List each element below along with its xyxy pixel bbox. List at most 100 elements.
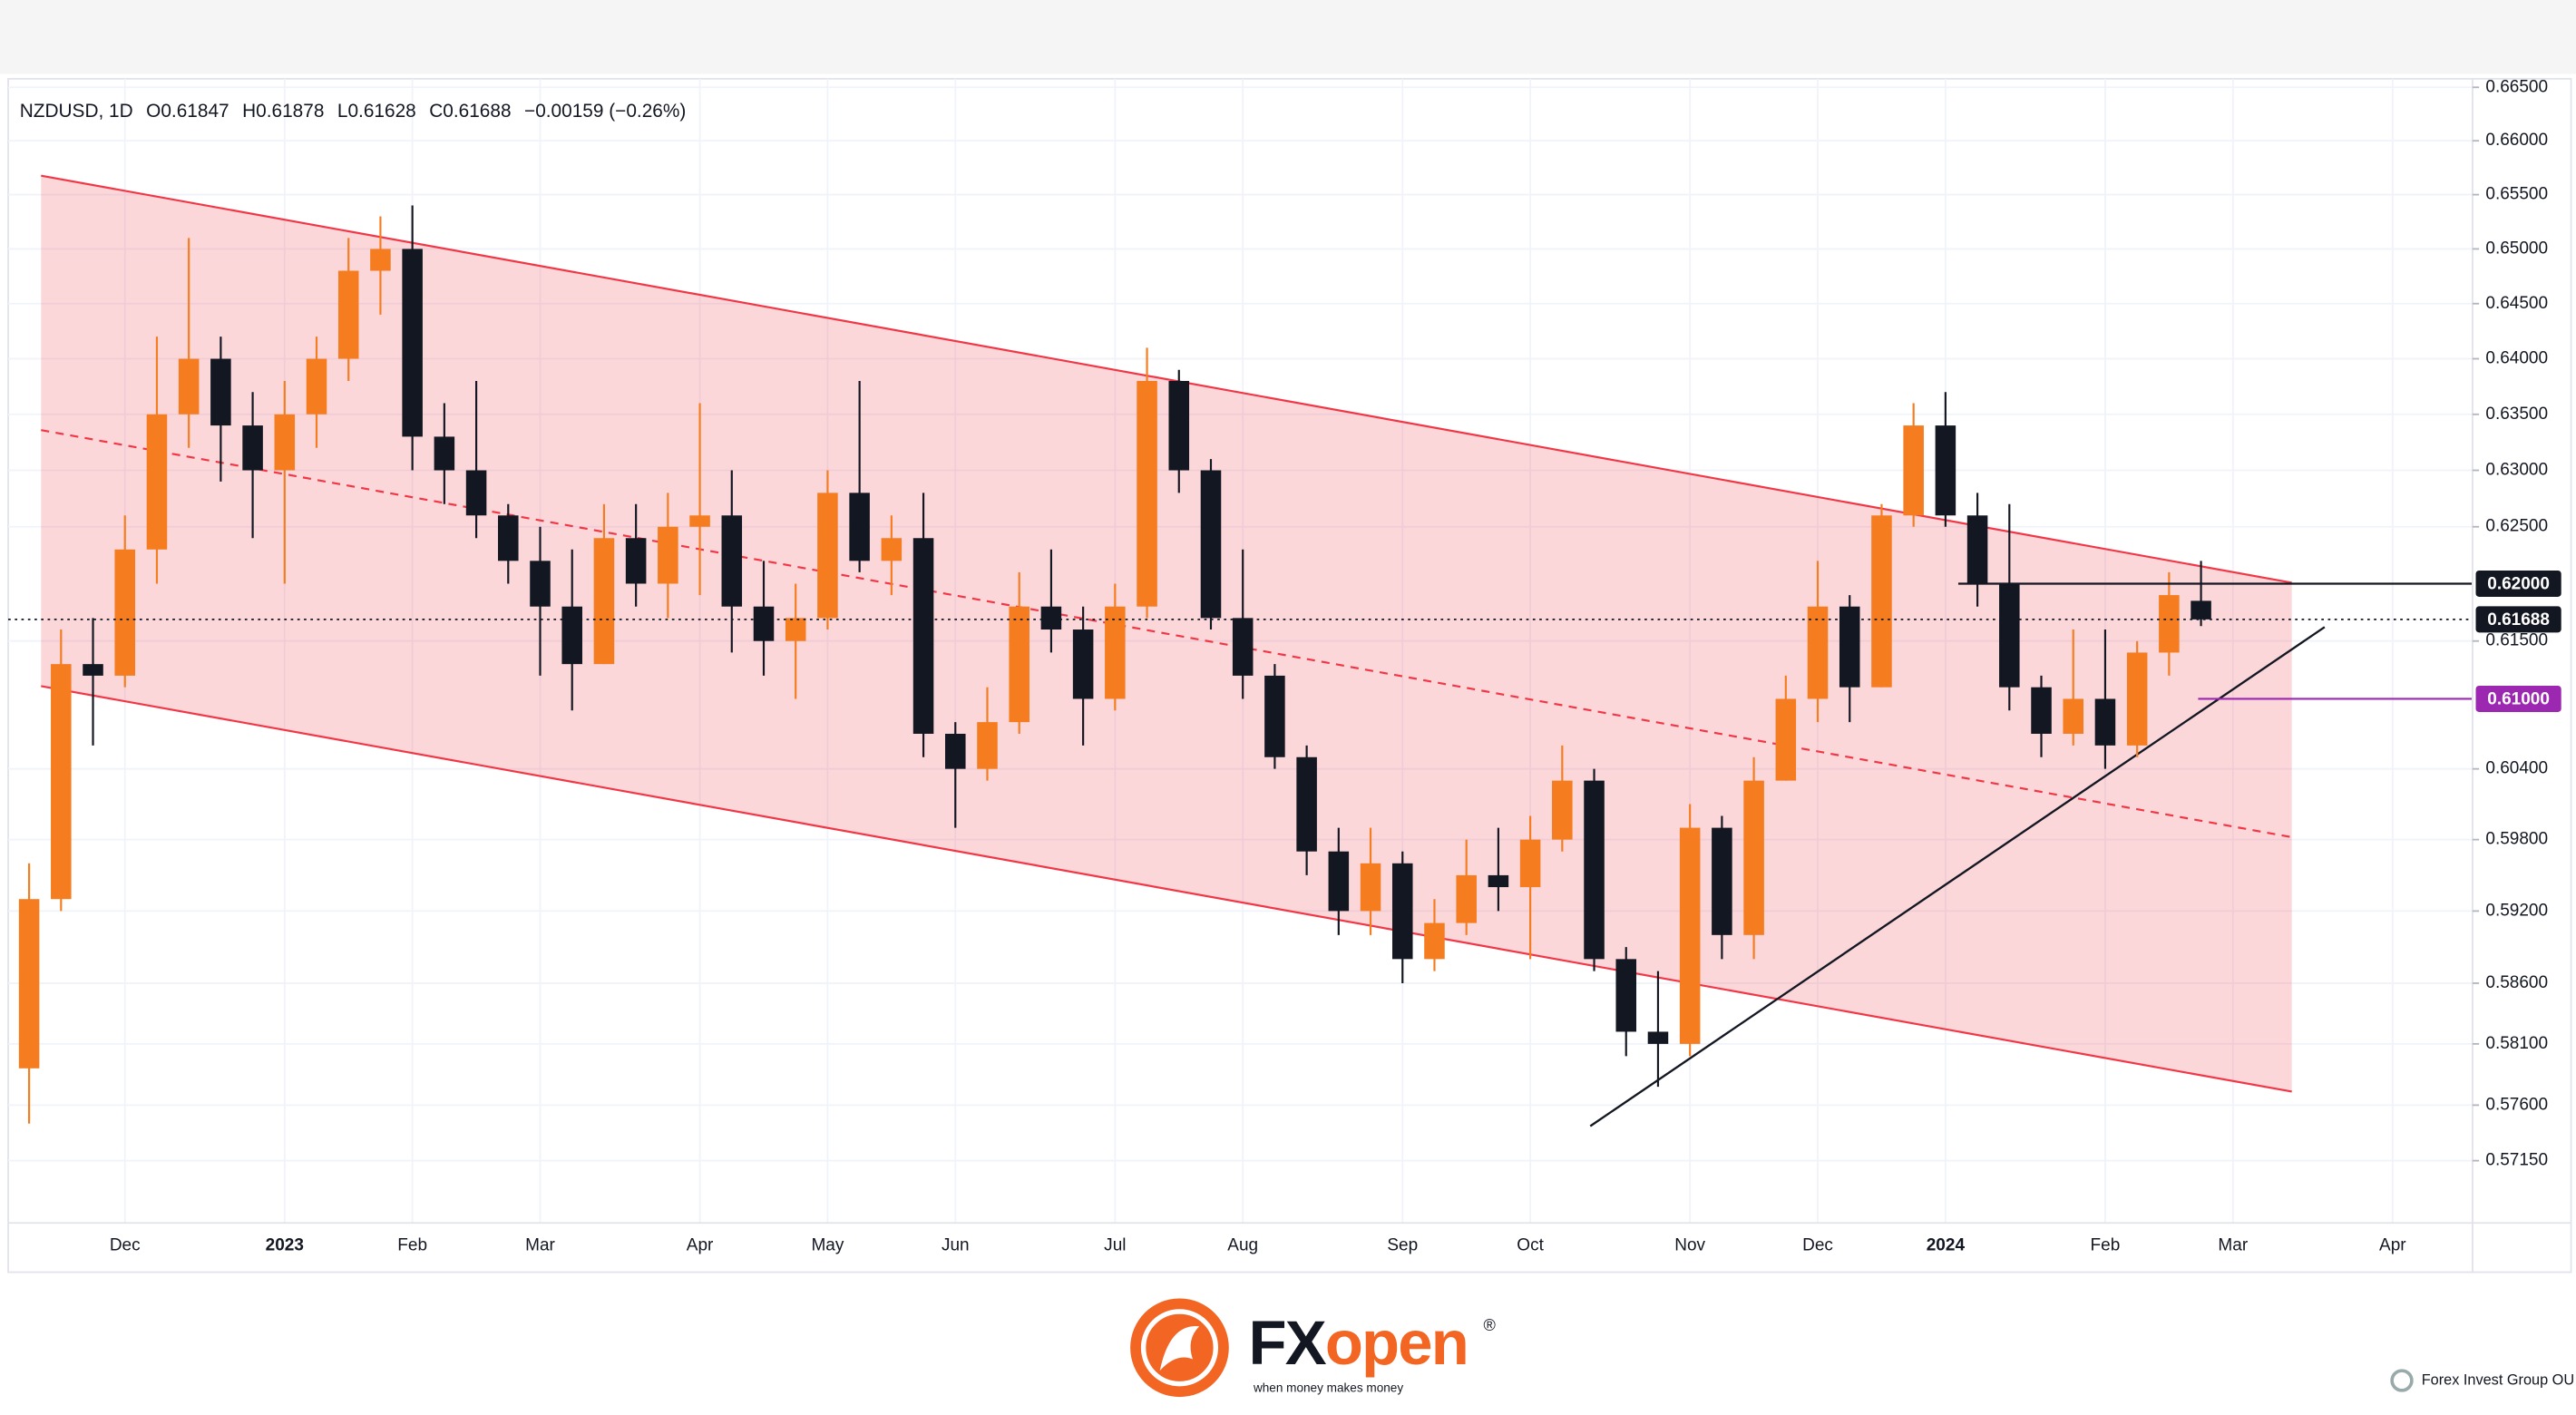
candle-body <box>51 664 72 900</box>
level-label: 0.61688 <box>2487 610 2550 629</box>
x-tick-label: 2024 <box>1927 1236 1966 1255</box>
candle-body <box>689 515 710 527</box>
candle-body <box>2031 687 2052 734</box>
candle-body <box>658 526 678 584</box>
candle-body <box>1935 425 1956 516</box>
y-tick-label: 0.63000 <box>2485 461 2548 480</box>
candle-body <box>1264 675 1285 757</box>
tagline: when money makes money <box>1253 1381 1403 1395</box>
candle-body <box>849 493 870 561</box>
trend-line <box>1589 626 2326 1127</box>
candle-body <box>1871 515 1892 688</box>
candle-body <box>370 249 391 271</box>
y-tick-label: 0.59200 <box>2485 901 2548 920</box>
candle-body <box>593 538 615 665</box>
candle-body <box>561 606 582 665</box>
candle-body <box>1903 425 1924 516</box>
candle-body <box>465 470 487 516</box>
candle-body <box>977 722 998 769</box>
y-tick-label: 0.61500 <box>2485 631 2548 650</box>
level-label: 0.62000 <box>2487 574 2550 593</box>
x-tick-label: Feb <box>2091 1236 2121 1255</box>
candle-body <box>337 270 359 359</box>
candle-body <box>1966 515 1988 584</box>
candle-body <box>881 538 903 561</box>
candle-body <box>1105 606 1126 699</box>
candle-body <box>1328 851 1350 912</box>
candle-body <box>753 606 775 641</box>
candle-body <box>306 358 327 415</box>
axes: 0.66500 0.66000 0.65500 0.65000 0.64500 0.640… <box>110 77 2548 1254</box>
x-tick-label: Nov <box>1674 1236 1705 1255</box>
x-tick-label: Mar <box>2218 1236 2248 1255</box>
candle-body <box>18 899 40 1069</box>
candle-body <box>1072 629 1094 699</box>
candle-body <box>1615 959 1637 1032</box>
levels: 0.62000 0.61688 0.61000 <box>8 570 2561 712</box>
channel-lower <box>41 685 2292 1093</box>
candle-body <box>1040 606 1062 630</box>
candle-body <box>625 538 647 584</box>
candle-body <box>945 733 966 769</box>
candle-body <box>1424 922 1445 960</box>
ohlc-low: L0.61628 <box>337 101 416 122</box>
candle-body <box>210 358 231 426</box>
top-bar <box>0 0 2576 74</box>
registered-mark: ® <box>1484 1316 1497 1334</box>
y-tick-label: 0.62500 <box>2485 517 2548 536</box>
candle-body <box>274 414 296 471</box>
candle-body <box>242 425 263 471</box>
candle-body <box>1743 780 1764 935</box>
candle-body <box>1296 756 1317 852</box>
company: Forex Invest Group OU <box>2422 1371 2574 1388</box>
x-tick-label: Sep <box>1387 1236 1418 1255</box>
y-tick-label: 0.58600 <box>2485 973 2548 992</box>
candle-body <box>1009 606 1029 723</box>
candle-body <box>434 436 455 471</box>
candle-body <box>1807 606 1829 699</box>
level-tag <box>2475 570 2561 597</box>
logo-ring <box>1140 1309 1219 1387</box>
brand-open: open <box>1325 1308 1468 1378</box>
footer <box>0 1276 2576 1415</box>
ohlc-open: O0.61847 <box>146 101 229 122</box>
candle-body <box>1488 874 1509 888</box>
candle-body <box>530 561 551 607</box>
x-tick-label: Dec <box>1802 1236 1833 1255</box>
header: NZDUSD, 1D O0.61847 H0.61878 L0.61628 C0.616… <box>20 101 687 122</box>
candle-body <box>1999 583 2020 688</box>
x-tick-label: Jul <box>1104 1236 1126 1255</box>
candle-body <box>1200 470 1222 619</box>
y-tick-label: 0.66500 <box>2485 77 2548 96</box>
candle-body <box>114 549 136 676</box>
logo-dragon <box>1159 1326 1200 1371</box>
y-tick-label: 0.57150 <box>2485 1151 2548 1170</box>
candle-body <box>498 515 519 561</box>
candles <box>18 205 2211 1124</box>
candle-body <box>1391 863 1413 960</box>
x-tick-label: Dec <box>110 1236 141 1255</box>
level-tag <box>2475 606 2561 633</box>
brand-fx: FX <box>1249 1308 1327 1378</box>
y-tick-label: 0.65000 <box>2485 239 2548 258</box>
candle-body <box>146 414 168 550</box>
y-tick-label: 0.64500 <box>2485 294 2548 313</box>
candle-body <box>2159 595 2180 653</box>
y-tick-label: 0.57600 <box>2485 1095 2548 1114</box>
x-tick-label: May <box>811 1236 844 1255</box>
y-tick-label: 0.64000 <box>2485 349 2548 368</box>
candle-body <box>402 249 423 437</box>
y-tick-label: 0.66000 <box>2485 131 2548 150</box>
candle-body <box>1168 380 1190 471</box>
candle-body <box>721 515 743 607</box>
x-tick-label: Jun <box>942 1236 970 1255</box>
candle-body <box>1584 780 1605 960</box>
candle-body <box>1552 780 1573 840</box>
candle-body <box>1360 863 1381 912</box>
candle-body <box>2094 698 2116 746</box>
y-tick-label: 0.65500 <box>2485 185 2548 204</box>
x-tick-label: Oct <box>1517 1236 1544 1255</box>
channel-median <box>41 429 2292 839</box>
candle-body <box>1647 1031 1669 1044</box>
